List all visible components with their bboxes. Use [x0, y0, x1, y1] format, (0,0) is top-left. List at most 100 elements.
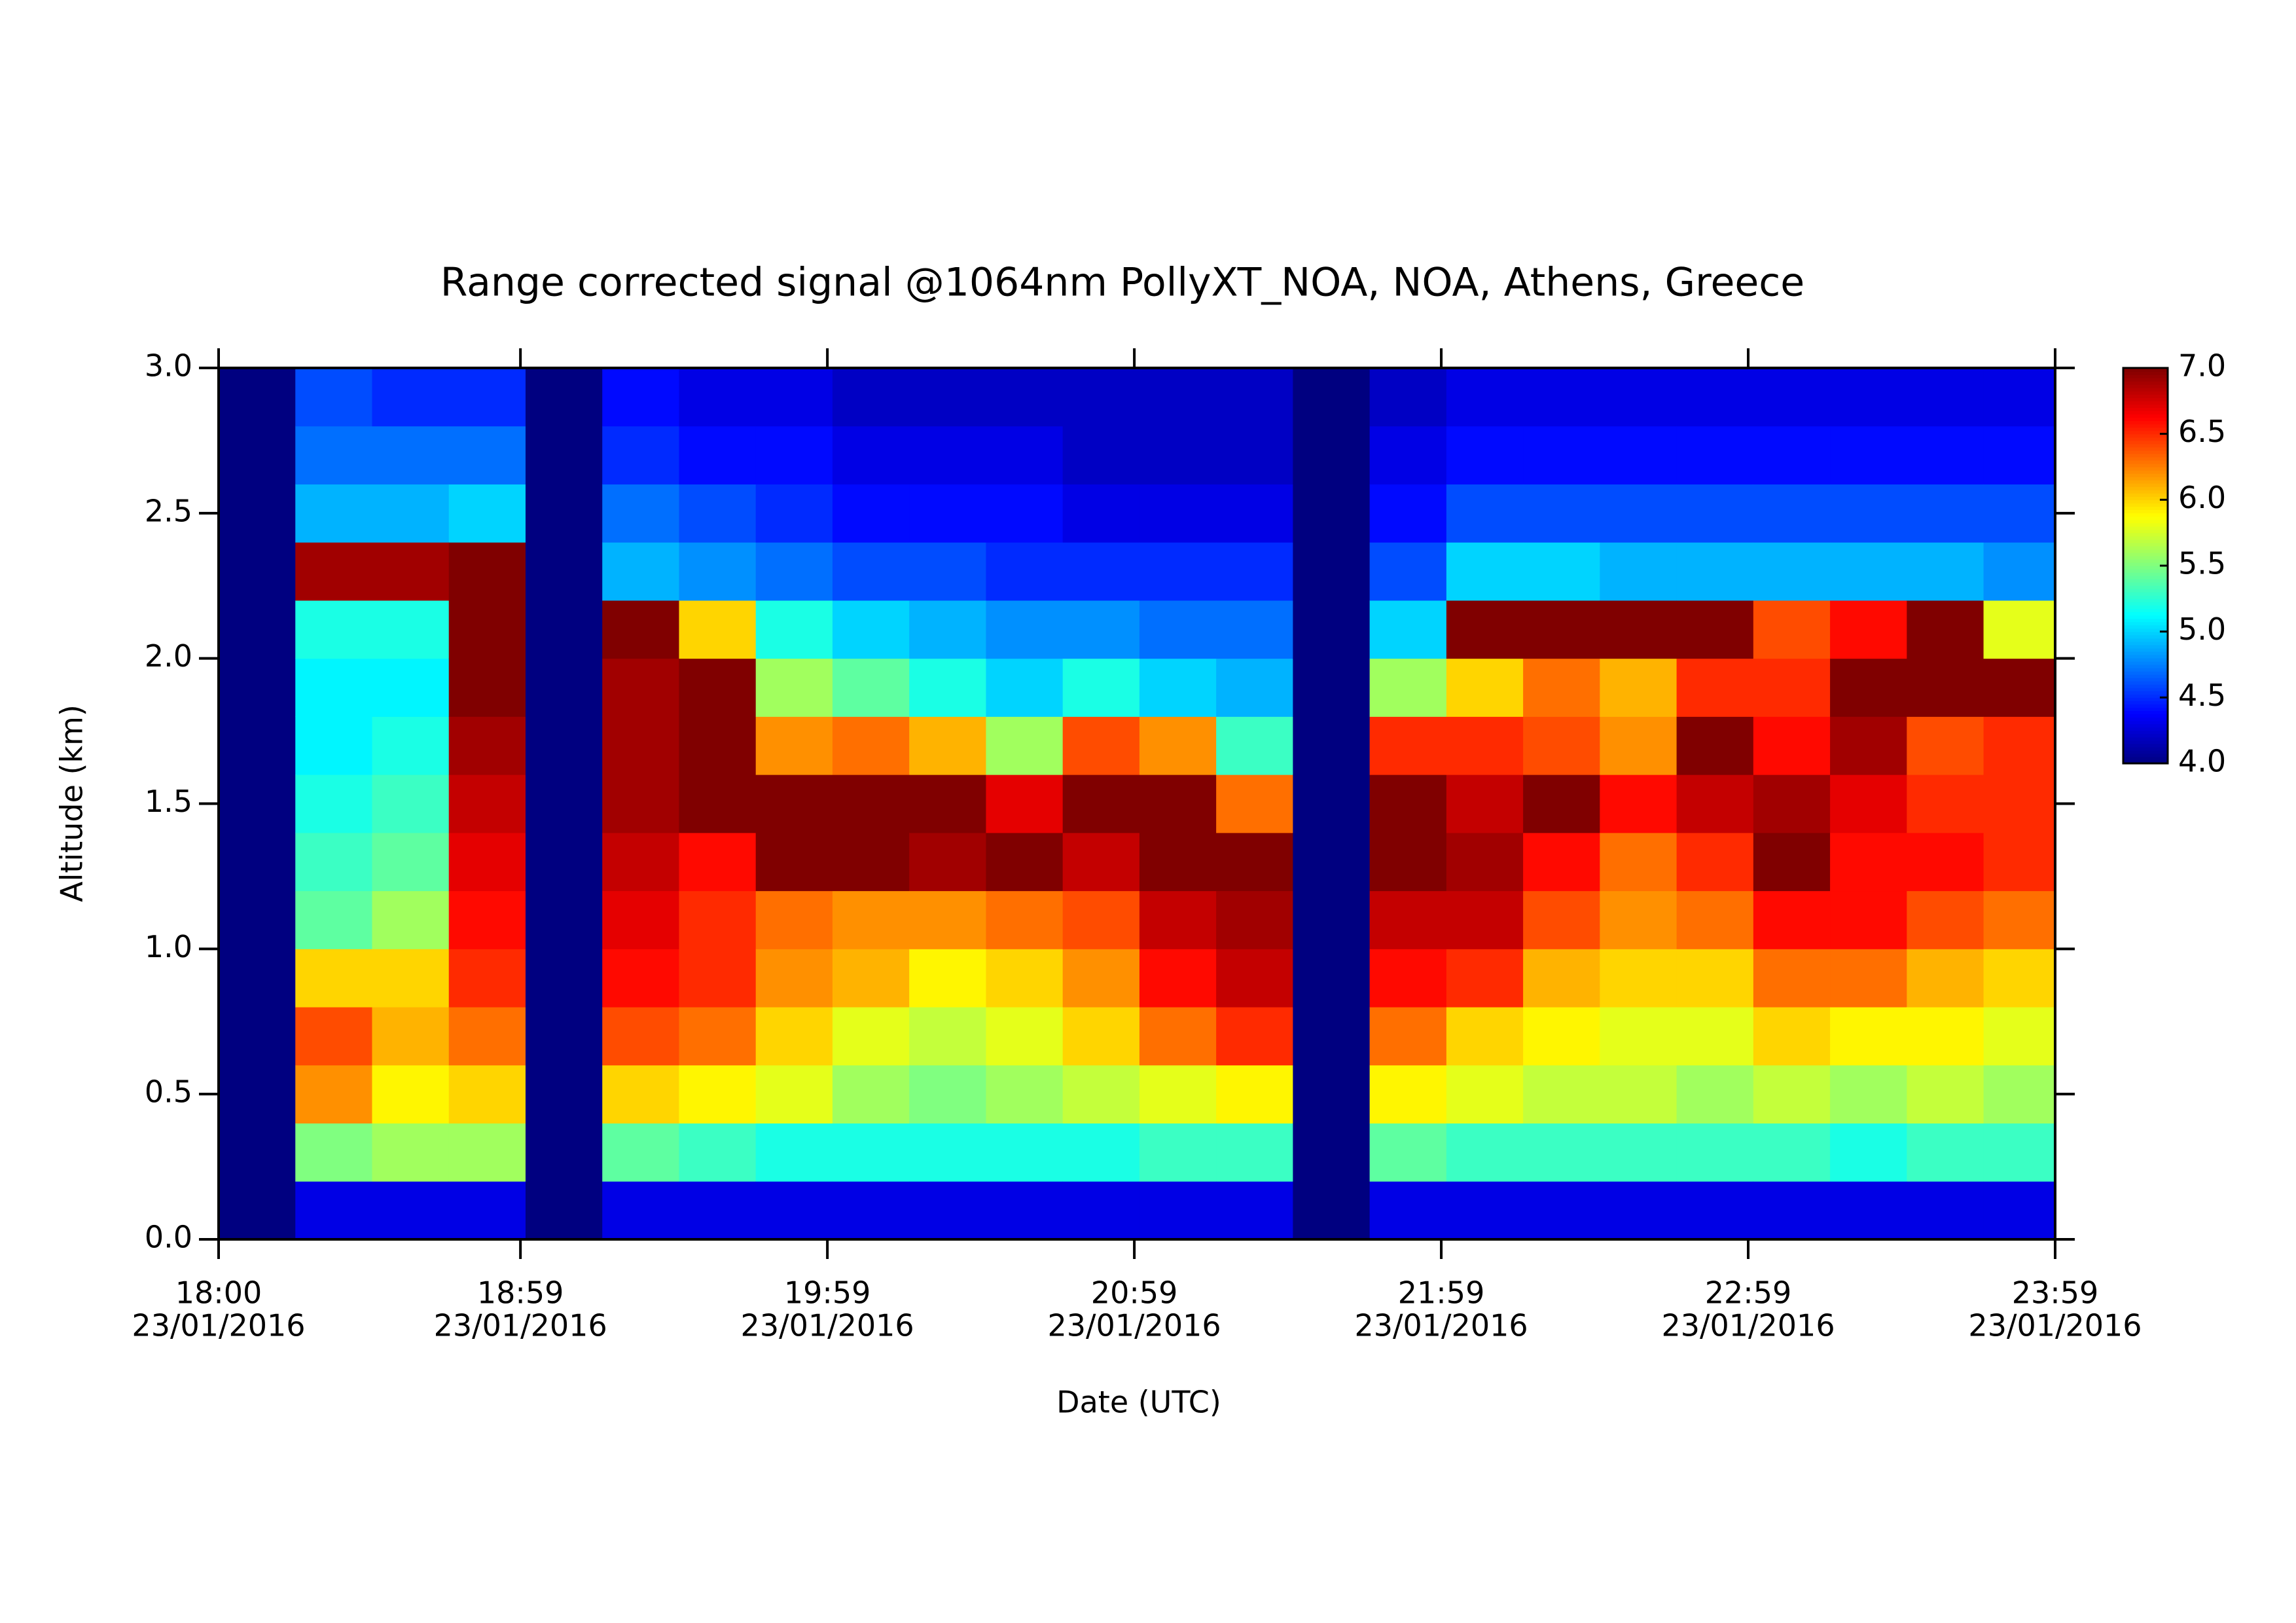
heat-cell — [1907, 542, 1984, 601]
heat-cell — [986, 1007, 1064, 1066]
heat-cell — [1139, 1181, 1217, 1240]
heat-cell — [1830, 368, 1907, 427]
heat-cell — [1062, 949, 1140, 1008]
heat-cell — [1216, 368, 1293, 427]
heat-cell — [755, 775, 833, 833]
colorbar-band — [2123, 450, 2168, 454]
heat-cell — [219, 484, 296, 543]
heat-cell — [295, 890, 372, 949]
colorbar-band — [2123, 575, 2168, 579]
colorbar-band — [2123, 651, 2168, 655]
colorbar-band — [2123, 701, 2168, 704]
heat-cell — [372, 1065, 450, 1124]
heat-cell — [1446, 949, 1524, 1008]
heat-cell — [295, 542, 372, 601]
heat-cell — [832, 1181, 910, 1240]
heat-cell — [1907, 890, 1984, 949]
heat-cell — [219, 1181, 296, 1240]
y-tick-label: 1.5 — [145, 784, 192, 819]
colorbar-band — [2123, 572, 2168, 576]
heat-cell — [1830, 775, 1907, 833]
colorbar-band — [2123, 410, 2168, 415]
heat-cell — [1676, 600, 1754, 659]
colorbar-band — [2123, 552, 2168, 556]
colorbar-band — [2123, 661, 2168, 665]
x-axis-label: Date (UTC) — [1056, 1385, 1221, 1420]
heat-cell — [1216, 658, 1293, 717]
heat-cell — [602, 832, 679, 892]
colorbar-band — [2123, 513, 2168, 517]
heat-cell — [372, 832, 450, 892]
heat-cell — [1293, 832, 1371, 892]
heat-cell — [832, 949, 910, 1008]
heat-cell — [1676, 1123, 1754, 1182]
heat-cell — [1676, 426, 1754, 484]
heat-cell — [602, 368, 679, 427]
x-tick-label: 18:59 — [477, 1275, 564, 1311]
heat-cell — [1062, 832, 1140, 892]
heat-cell — [602, 716, 679, 775]
heat-cell — [1753, 658, 1831, 717]
heat-cell — [295, 1065, 372, 1124]
heat-cell — [1907, 484, 1984, 543]
heat-cell — [372, 775, 450, 833]
heat-cell — [1753, 832, 1831, 892]
heat-cell — [909, 426, 986, 484]
heat-cell — [1830, 1123, 1907, 1182]
heat-cell — [525, 1181, 603, 1240]
colorbar-band — [2123, 687, 2168, 691]
colorbar-band — [2123, 477, 2168, 481]
heat-cell — [986, 832, 1064, 892]
heat-cell — [1139, 368, 1217, 427]
colorbar-band — [2123, 585, 2168, 589]
heat-cell — [1446, 426, 1524, 484]
colorbar-tick-label: 5.0 — [2178, 611, 2226, 647]
colorbar-band — [2123, 391, 2168, 395]
heat-cell — [909, 775, 986, 833]
colorbar-band — [2123, 753, 2168, 757]
heat-cell — [1523, 658, 1600, 717]
heat-cell — [1600, 542, 1677, 601]
heat-cell — [986, 890, 1064, 949]
heat-cell — [1753, 1007, 1831, 1066]
heat-cell — [1523, 1123, 1600, 1182]
heat-cell — [1983, 542, 2056, 601]
heat-cell — [602, 600, 679, 659]
colorbar-band — [2123, 374, 2168, 378]
heat-cell — [295, 368, 372, 427]
colorbar-band — [2123, 611, 2168, 616]
x-tick-label: 20:59 — [1091, 1275, 1178, 1311]
colorbar-band — [2123, 746, 2168, 751]
heat-cell — [372, 658, 450, 717]
x-tick-label: 23/01/2016 — [1968, 1308, 2142, 1343]
heat-cell — [448, 1007, 526, 1066]
heat-cell — [1983, 949, 2056, 1008]
heat-cell — [1446, 542, 1524, 601]
heat-cell — [1676, 1065, 1754, 1124]
heat-cell — [909, 542, 986, 601]
heat-cell — [448, 949, 526, 1008]
heat-cell — [1216, 542, 1293, 601]
heat-cell — [448, 1123, 526, 1182]
heat-cell — [525, 775, 603, 833]
heat-cell — [1446, 484, 1524, 543]
heat-cell — [1216, 484, 1293, 543]
heat-cell — [1676, 658, 1754, 717]
heat-cell — [755, 1181, 833, 1240]
colorbar-band — [2123, 486, 2168, 490]
colorbar-tick-label: 6.5 — [2178, 414, 2226, 449]
heat-cell — [755, 368, 833, 427]
heat-cell — [1983, 658, 2056, 717]
x-tick-label: 23/01/2016 — [741, 1308, 914, 1343]
colorbar-band — [2123, 654, 2168, 659]
heat-cell — [909, 484, 986, 543]
heat-cell — [986, 1123, 1064, 1182]
heat-cell — [448, 658, 526, 717]
heat-cell — [755, 542, 833, 601]
heat-cell — [832, 775, 910, 833]
heat-cell — [1983, 775, 2056, 833]
heat-cell — [1753, 426, 1831, 484]
heat-cell — [1600, 658, 1677, 717]
colorbar-band — [2123, 628, 2168, 632]
